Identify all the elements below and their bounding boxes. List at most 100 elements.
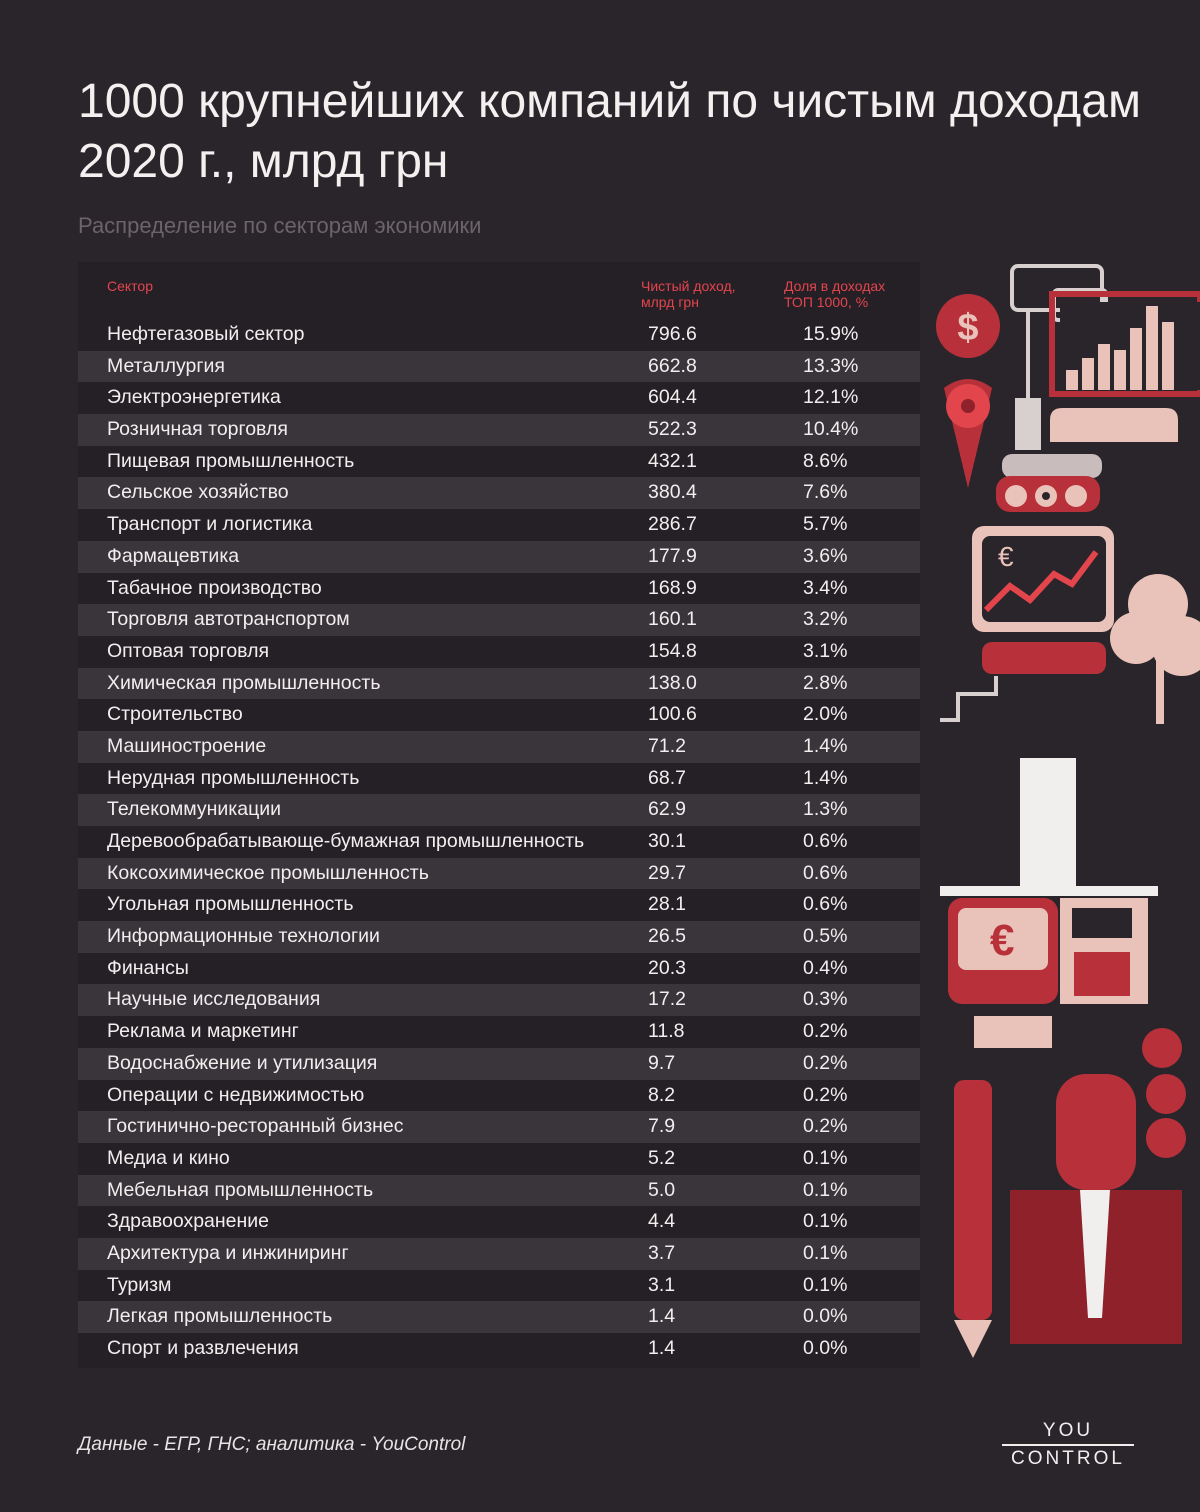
cell-income: 662.8 [648, 354, 697, 377]
cell-income: 154.8 [648, 639, 697, 662]
cell-income: 160.1 [648, 608, 697, 631]
cell-share: 1.4% [803, 766, 848, 789]
cell-share: 0.0% [803, 1337, 848, 1359]
cell-sector: Сельское хозяйство [107, 481, 289, 504]
logo-text-top: YOU [1043, 1420, 1093, 1441]
table-row: Оптовая торговля 154.8 3.1% [78, 636, 920, 668]
cell-share: 2.8% [803, 671, 848, 694]
cell-income: 1.4 [648, 1337, 676, 1359]
cell-sector: Телекоммуникации [107, 798, 282, 821]
table-row: Сельское хозяйство 380.4 7.6% [78, 477, 920, 510]
cell-sector: Фармацевтика [107, 544, 240, 567]
cell-sector: Пищевая промышленность [107, 449, 355, 472]
svg-text:€: € [998, 541, 1014, 572]
table-row: Машиностроение 71.2 1.4% [78, 730, 920, 763]
cell-sector: Финансы [107, 956, 189, 979]
youcontrol-logo: YOU CONTROL [1002, 1420, 1134, 1468]
cell-share: 0.2% [803, 1115, 848, 1138]
cell-sector: Нефтегазовый сектор [107, 323, 305, 345]
cell-income: 28.1 [648, 893, 686, 916]
cell-income: 26.5 [648, 925, 686, 948]
cell-income: 11.8 [648, 1020, 685, 1043]
page-subtitle: Распределение по секторам экономики [78, 213, 482, 238]
cell-income: 604.4 [648, 386, 697, 409]
cell-share: 0.6% [803, 893, 848, 916]
table-row: Здравоохранение 4.4 0.1% [78, 1206, 920, 1238]
cell-share: 0.5% [803, 925, 848, 948]
table-body: Нефтегазовый сектор 796.6 15.9% Металлургия… [78, 319, 920, 1365]
table-row: Химическая промышленность 138.0 2.8% [78, 667, 920, 700]
cell-share: 0.1% [803, 1146, 848, 1169]
document-stack-icon [954, 758, 1144, 888]
table-row: Розничная торговля 522.3 10.4% [78, 414, 920, 446]
cell-share: 2.0% [803, 703, 848, 726]
cell-income: 168.9 [648, 576, 697, 599]
cell-sector: Табачное производство [107, 576, 322, 599]
cell-share: 1.4% [803, 734, 848, 757]
cell-income: 796.6 [648, 323, 697, 345]
cell-share: 0.0% [803, 1305, 848, 1328]
table-header: Сектор Чистый доход, млрд грн Доля в дох… [78, 262, 920, 322]
robot-computer-icon [996, 264, 1200, 512]
cell-income: 5.2 [648, 1146, 676, 1169]
cell-income: 71.2 [648, 734, 686, 757]
svg-text:$: $ [957, 307, 978, 349]
table-row: Водоснабжение и утилизация 9.7 0.2% [78, 1047, 920, 1080]
cell-sector: Туризм [107, 1273, 172, 1296]
table-row: Металлургия 662.8 13.3% [78, 350, 920, 383]
cell-share: 0.1% [803, 1210, 848, 1233]
cell-share: 7.6% [803, 481, 848, 504]
cell-sector: Научные исследования [107, 988, 321, 1011]
cell-share: 3.4% [803, 576, 848, 599]
cell-sector: Металлургия [107, 354, 225, 377]
page-title: 1000 крупнейших компаний по чистым доход… [78, 75, 1141, 188]
cell-sector: Спорт и развлечения [107, 1337, 299, 1359]
coin-stack-icon [1142, 1028, 1186, 1158]
cell-sector: Деревообрабатывающе-бумажная промышленно… [107, 830, 585, 852]
cell-share: 15.9% [803, 323, 859, 345]
fountain-pen-icon [954, 1080, 992, 1358]
cell-share: 0.6% [803, 861, 848, 884]
cell-sector: Транспорт и логистика [107, 513, 313, 536]
cell-sector: Химическая промышленность [107, 671, 381, 694]
cell-sector: Мебельная промышленность [107, 1178, 374, 1201]
table-row: Торговля автотранспортом 160.1 3.2% [78, 604, 920, 636]
table-row: Пищевая промышленность 432.1 8.6% [78, 446, 920, 478]
cell-income: 29.7 [648, 861, 686, 884]
cell-share: 0.1% [803, 1273, 848, 1296]
table-row: Научные исследования 17.2 0.3% [78, 984, 920, 1017]
table-row: Гостинично-ресторанный бизнес 7.9 0.2% [78, 1111, 920, 1143]
cell-sector: Электроэнергетика [107, 386, 281, 409]
cell-share: 0.3% [803, 988, 848, 1011]
cell-share: 10.4% [803, 418, 859, 441]
cell-sector: Легкая промышленность [107, 1305, 333, 1328]
cell-sector: Информационные технологии [107, 925, 380, 948]
euro-chart-monitor-icon: € [940, 526, 1114, 722]
cell-share: 0.6% [803, 830, 848, 852]
cell-income: 432.1 [648, 449, 697, 472]
cell-share: 3.6% [803, 544, 848, 567]
cell-income: 68.7 [648, 766, 686, 789]
cell-income: 17.2 [648, 988, 686, 1011]
cell-income: 177.9 [648, 544, 697, 567]
svg-text:€: € [990, 916, 1014, 965]
cell-income: 3.1 [648, 1273, 676, 1296]
cell-income: 4.4 [648, 1210, 676, 1233]
table-row: Нефтегазовый сектор 796.6 15.9% [78, 319, 920, 351]
cell-share: 1.3% [803, 798, 848, 821]
cell-share: 12.1% [803, 386, 859, 409]
cell-sector: Гостинично-ресторанный бизнес [107, 1115, 404, 1138]
cell-income: 522.3 [648, 418, 697, 441]
tree-icon [1110, 574, 1200, 724]
cell-sector: Розничная торговля [107, 418, 288, 441]
cell-share: 5.7% [803, 513, 848, 536]
table-row: Архитектура и инжиниринг 3.7 0.1% [78, 1237, 920, 1270]
column-header-income: Чистый доход, млрд грн [641, 278, 736, 310]
cell-sector: Машиностроение [107, 734, 267, 757]
cell-income: 62.9 [648, 798, 686, 821]
cell-share: 0.1% [803, 1241, 848, 1264]
table-row: Телекоммуникации 62.9 1.3% [78, 794, 920, 826]
cell-income: 286.7 [648, 513, 697, 536]
table-row: Табачное производство 168.9 3.4% [78, 573, 920, 605]
cell-sector: Операции с недвижимостью [107, 1083, 365, 1106]
